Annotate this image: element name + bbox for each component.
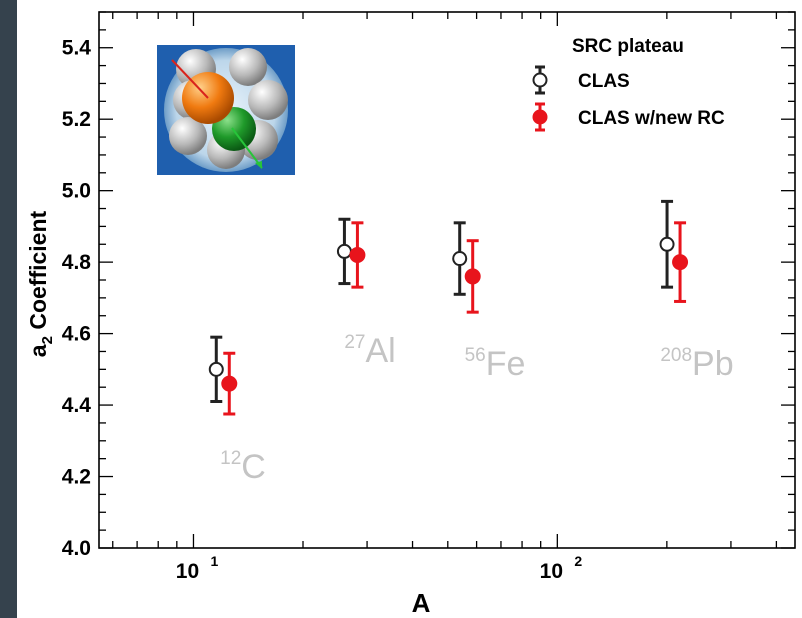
x-tick-label: 10 [540, 560, 563, 583]
y-tick-label: 4.0 [62, 537, 91, 560]
legend-title: SRC plateau [572, 36, 684, 57]
nucleus-label-al: 27Al [344, 332, 395, 370]
neutral-nucleon [229, 48, 267, 86]
nucleus-label-fe: 56Fe [465, 345, 526, 383]
y-tick-label: 4.2 [62, 466, 91, 489]
legend-label: CLAS w/new RC [578, 108, 725, 129]
y-tick-label: 4.8 [62, 251, 92, 274]
legend-marker [532, 109, 548, 125]
x-tick-exponent: 1 [210, 553, 218, 569]
legend: SRC plateau CLAS CLAS w/new RC [532, 36, 725, 132]
legend-marker [532, 72, 548, 88]
proton-momentum-arrow [171, 59, 209, 99]
y-tick-label: 5.2 [62, 108, 91, 131]
neutral-nucleon [248, 80, 288, 120]
x-axis-label: A [412, 588, 431, 618]
x-tick-exponent: 2 [574, 553, 582, 569]
nucleus-labels-layer: 12C 27Al 56Fe 208Pb [220, 332, 734, 486]
axis-ticks-layer [99, 11, 795, 549]
y-tick-label: 5.4 [62, 37, 92, 60]
data-point [659, 236, 675, 252]
y-axis-label: a2 Coefficient [25, 210, 56, 357]
nucleus-label-c: 12C [220, 448, 266, 486]
y-tick-label: 5.0 [62, 180, 91, 203]
data-point [464, 268, 481, 285]
arrow-head [255, 161, 262, 169]
data-point [349, 246, 366, 263]
data-point [672, 254, 689, 271]
y-tick-label: 4.4 [62, 394, 92, 417]
neutron-momentum-arrow [231, 127, 263, 169]
legend-label: CLAS [578, 71, 630, 92]
neutral-nucleon [169, 117, 207, 155]
data-point [208, 361, 224, 377]
nucleon-pair-icon [157, 45, 295, 175]
nucleus-label-pb: 208Pb [660, 345, 733, 383]
y-tick-label: 4.6 [62, 323, 91, 346]
data-point [452, 251, 468, 267]
x-tick-label: 10 [176, 560, 199, 583]
axis-text-layer: 4.0 4.2 4.4 4.6 4.8 5.0 5.2 5.4 10 1 10 2 Aa2 Coeffi… [25, 37, 582, 618]
data-layer [208, 199, 689, 416]
data-point [221, 375, 238, 392]
data-point [336, 243, 352, 259]
